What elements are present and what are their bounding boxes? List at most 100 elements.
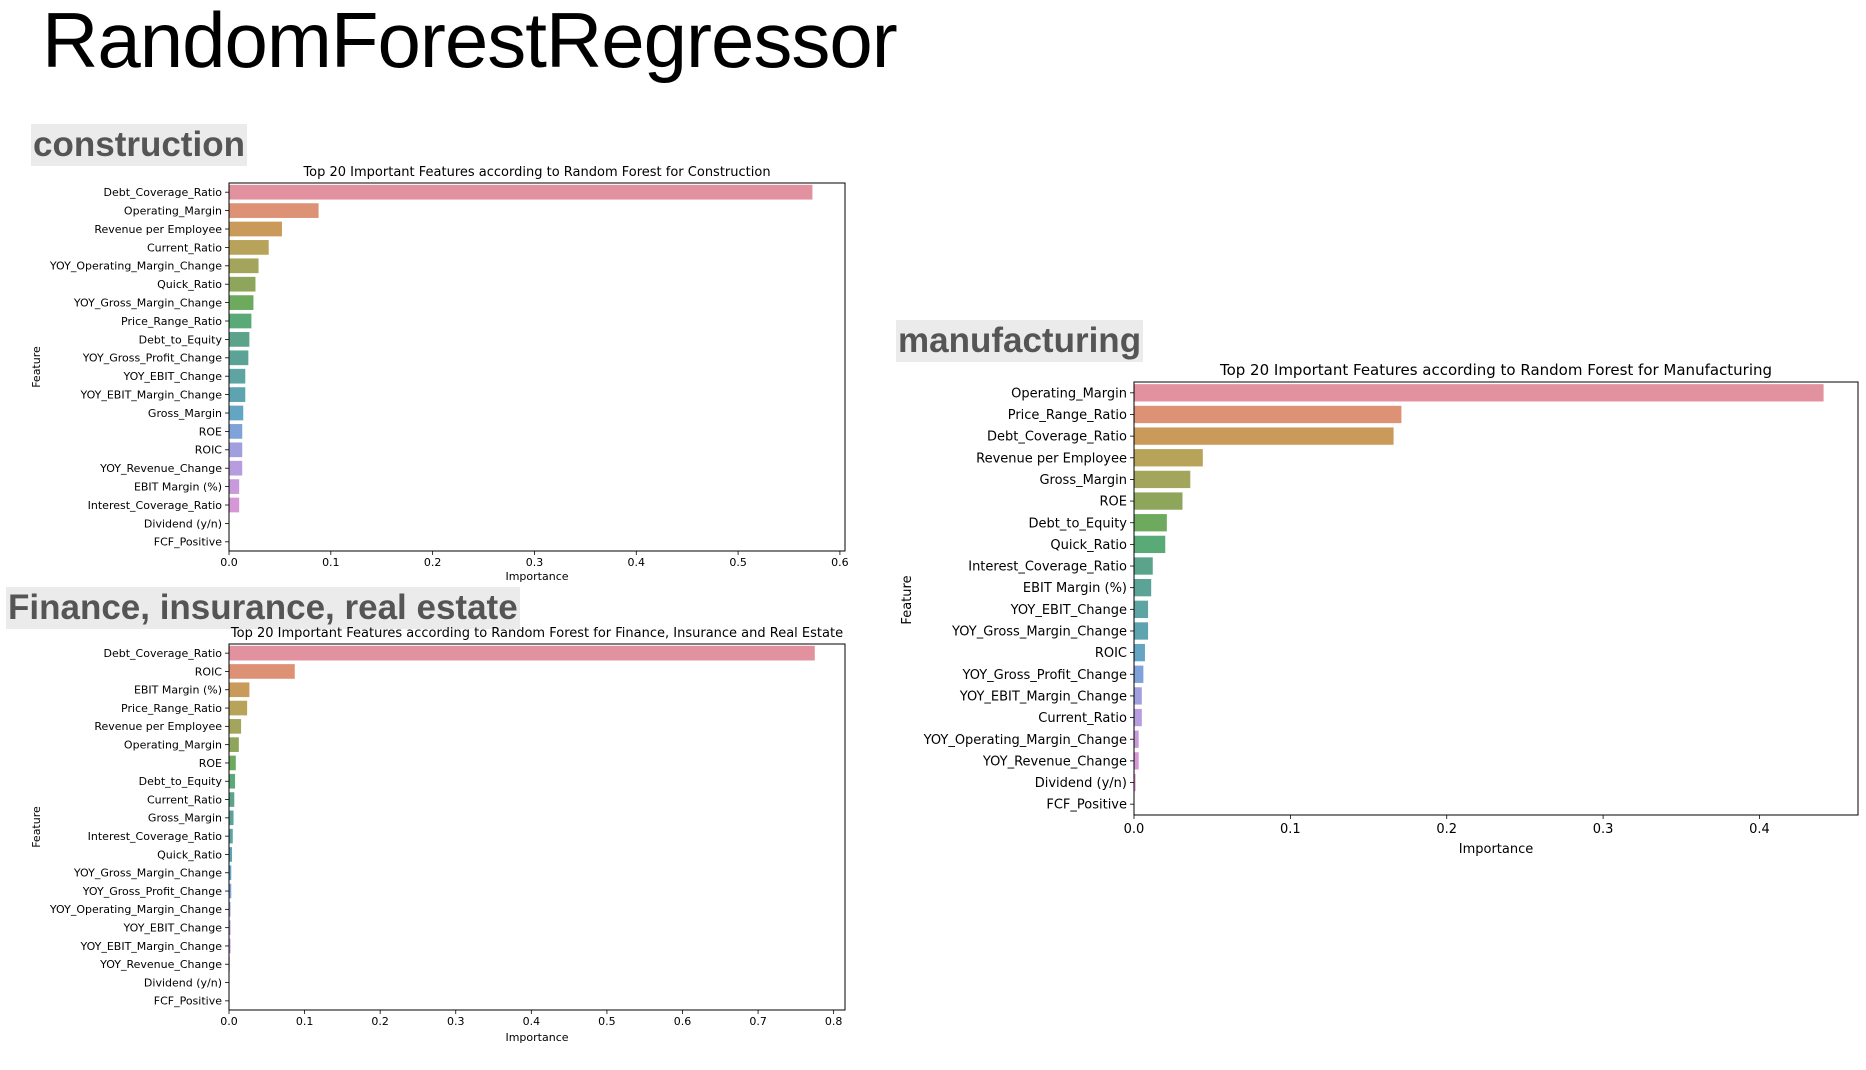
bar-finance-3 bbox=[229, 700, 248, 716]
bar-construction-8 bbox=[229, 332, 250, 347]
ytick-label: YOY_Gross_Profit_Change bbox=[82, 885, 222, 898]
bar-manufacturing-16 bbox=[1134, 730, 1139, 748]
bar-finance-7 bbox=[229, 773, 236, 789]
ytick-label: ROIC bbox=[1095, 646, 1127, 661]
xtick-label: 0.3 bbox=[526, 556, 544, 569]
bar-construction-2 bbox=[229, 221, 282, 237]
bar-construction-12 bbox=[229, 405, 244, 421]
ytick-label: Gross_Margin bbox=[148, 812, 222, 825]
xtick-label: 0.8 bbox=[825, 1015, 843, 1028]
xtick-label: 0.4 bbox=[523, 1015, 541, 1028]
chart-title: Top 20 Important Features according to R… bbox=[230, 626, 843, 641]
ytick-label: Debt_to_Equity bbox=[1028, 516, 1127, 531]
bar-construction-7 bbox=[229, 313, 252, 329]
bar-construction-16 bbox=[229, 479, 240, 494]
bar-construction-1 bbox=[229, 203, 319, 218]
chart-title: Top 20 Important Features according to R… bbox=[1219, 361, 1772, 379]
ytick-label: YOY_EBIT_Change bbox=[1010, 603, 1127, 618]
axes-frame bbox=[1133, 381, 1859, 816]
bar-manufacturing-17 bbox=[1134, 752, 1139, 770]
ytick-label: Price_Range_Ratio bbox=[1008, 408, 1127, 423]
ytick-label: Dividend (y/n) bbox=[144, 976, 222, 989]
ytick-label: Gross_Margin bbox=[1039, 473, 1127, 488]
xtick-label: 0.1 bbox=[296, 1015, 314, 1028]
bar-finance-16 bbox=[229, 938, 231, 954]
bar-manufacturing-13 bbox=[1134, 665, 1144, 683]
ytick-label: Interest_Coverage_Ratio bbox=[88, 499, 223, 512]
bar-construction-15 bbox=[229, 460, 243, 476]
xtick-label: 0.0 bbox=[1124, 822, 1145, 837]
xtick-label: 0.0 bbox=[220, 556, 238, 569]
xtick-label: 0.0 bbox=[220, 1015, 238, 1028]
slide-title: RandomForestRegressor bbox=[42, 0, 898, 84]
bar-manufacturing-7 bbox=[1134, 535, 1166, 554]
ytick-label: YOY_Gross_Margin_Change bbox=[73, 296, 222, 309]
xtick-label: 0.5 bbox=[598, 1015, 616, 1028]
ytick-label: Price_Range_Ratio bbox=[121, 702, 222, 715]
bar-manufacturing-1 bbox=[1134, 405, 1402, 424]
bar-manufacturing-8 bbox=[1134, 557, 1153, 575]
ytick-label: Dividend (y/n) bbox=[144, 517, 222, 530]
bar-construction-14 bbox=[229, 442, 243, 458]
bar-manufacturing-9 bbox=[1134, 579, 1152, 597]
x-axis-label: Importance bbox=[505, 1031, 568, 1044]
ytick-label: Quick_Ratio bbox=[1050, 538, 1127, 553]
xtick-label: 0.3 bbox=[1593, 822, 1614, 837]
bar-construction-17 bbox=[229, 497, 240, 513]
xtick-label: 0.5 bbox=[729, 556, 747, 569]
bar-finance-12 bbox=[229, 865, 232, 881]
ytick-label: Debt_Coverage_Ratio bbox=[104, 186, 223, 199]
ytick-label: YOY_Operating_Margin_Change bbox=[49, 260, 222, 273]
y-axis-label: Feature bbox=[30, 346, 43, 388]
bar-finance-4 bbox=[229, 719, 242, 734]
chart-title: Top 20 Important Features according to R… bbox=[302, 165, 770, 180]
bar-finance-10 bbox=[229, 828, 233, 844]
bar-finance-9 bbox=[229, 810, 234, 826]
ytick-label: Current_Ratio bbox=[1038, 711, 1127, 726]
bar-finance-13 bbox=[229, 883, 232, 899]
bar-finance-8 bbox=[229, 792, 235, 807]
xtick-label: 0.4 bbox=[1749, 822, 1770, 837]
xtick-label: 0.7 bbox=[749, 1015, 767, 1028]
ytick-label: Quick_Ratio bbox=[157, 278, 222, 291]
bar-manufacturing-2 bbox=[1134, 427, 1394, 445]
bar-finance-1 bbox=[229, 664, 295, 679]
ytick-label: Debt_Coverage_Ratio bbox=[104, 647, 223, 660]
y-axis-label: Feature bbox=[30, 806, 43, 848]
section-label-construction: construction bbox=[31, 124, 247, 166]
ytick-label: YOY_EBIT_Margin_Change bbox=[79, 940, 222, 953]
ytick-label: Operating_Margin bbox=[124, 204, 222, 217]
ytick-label: YOY_Revenue_Change bbox=[99, 958, 222, 971]
ytick-label: Gross_Margin bbox=[148, 407, 222, 420]
ytick-label: Revenue per Employee bbox=[94, 720, 222, 733]
bar-finance-5 bbox=[229, 737, 239, 752]
bar-manufacturing-18 bbox=[1134, 773, 1136, 792]
bar-manufacturing-12 bbox=[1134, 643, 1145, 662]
bar-construction-10 bbox=[229, 368, 246, 384]
bar-construction-11 bbox=[229, 387, 246, 402]
ytick-label: YOY_EBIT_Change bbox=[123, 370, 223, 383]
ytick-label: Revenue per Employee bbox=[976, 451, 1127, 466]
bar-construction-0 bbox=[229, 184, 813, 200]
axes-frame bbox=[228, 182, 846, 552]
ytick-label: YOY_Gross_Profit_Change bbox=[82, 352, 222, 365]
bar-finance-2 bbox=[229, 682, 250, 698]
ytick-label: ROIC bbox=[195, 665, 223, 678]
ytick-label: ROE bbox=[199, 425, 222, 438]
ytick-label: FCF_Positive bbox=[154, 995, 222, 1008]
xtick-label: 0.1 bbox=[322, 556, 340, 569]
bar-manufacturing-0 bbox=[1134, 384, 1824, 402]
ytick-label: EBIT Margin (%) bbox=[1023, 581, 1127, 596]
ytick-label: YOY_Gross_Margin_Change bbox=[73, 867, 222, 880]
bar-finance-15 bbox=[229, 920, 231, 935]
ytick-label: YOY_Gross_Margin_Change bbox=[951, 625, 1127, 640]
ytick-label: ROIC bbox=[195, 444, 223, 457]
bar-finance-14 bbox=[229, 902, 231, 917]
ytick-label: YOY_Gross_Profit_Change bbox=[961, 668, 1127, 683]
ytick-label: YOY_EBIT_Change bbox=[123, 922, 223, 935]
ytick-label: Interest_Coverage_Ratio bbox=[968, 560, 1127, 575]
bar-construction-6 bbox=[229, 295, 254, 310]
xtick-label: 0.2 bbox=[1436, 822, 1457, 837]
